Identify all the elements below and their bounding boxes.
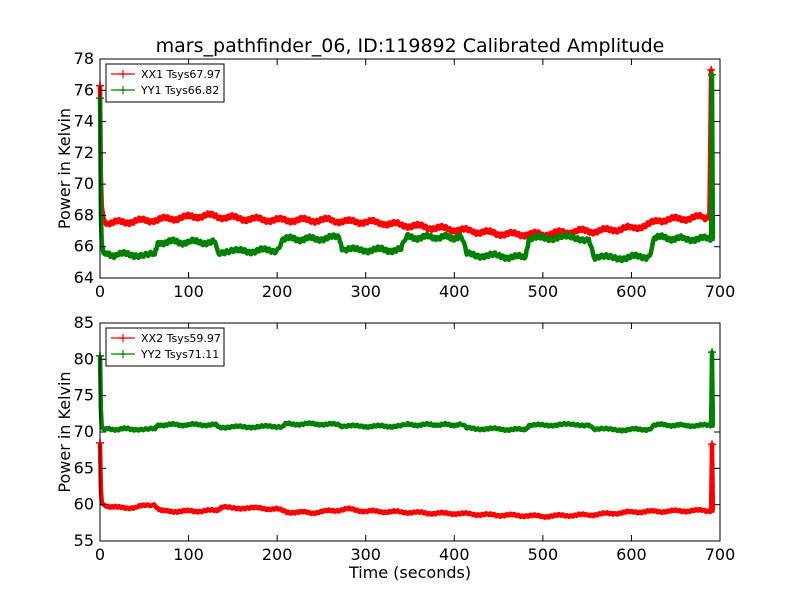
y-axis-title: Power in Kelvin xyxy=(55,108,74,229)
series-line-1 xyxy=(97,67,716,240)
y-tick-label: 68 xyxy=(74,205,94,224)
y-tick-label: 76 xyxy=(74,80,94,99)
x-tick-label: 300 xyxy=(350,282,381,301)
y-tick-label: 55 xyxy=(74,531,94,550)
legend-box xyxy=(105,63,225,103)
x-tick-label: 0 xyxy=(95,545,105,564)
y-tick-label: 74 xyxy=(74,112,94,131)
legend-label: XX1 Tsys67.97 xyxy=(141,68,221,81)
y-tick-label: 60 xyxy=(74,495,94,514)
legend-marker xyxy=(119,86,127,94)
bottom-plot: 0 100 200 300 400 500 600 700 55 60 65 70 75 80 85 Powe… xyxy=(55,313,735,564)
x-tick-label: 700 xyxy=(705,282,736,301)
top-plot: 0 100 200 300 400 500 600 700 64 66 68 70 72 74 76 78 Po… xyxy=(55,49,735,301)
legend-label: YY1 Tsys66.82 xyxy=(140,84,219,97)
x-tick-label: 100 xyxy=(173,545,204,564)
y-tick-label: 75 xyxy=(74,386,94,405)
y-tick-label: 70 xyxy=(74,422,94,441)
series-line-2 xyxy=(97,349,716,434)
data-point xyxy=(708,348,717,357)
x-tick-label: 600 xyxy=(616,282,647,301)
legend-box xyxy=(105,327,225,367)
legend-marker xyxy=(119,70,127,78)
x-tick-label: 0 xyxy=(95,282,105,301)
y-tick-label: 70 xyxy=(74,174,94,193)
y-tick-label: 65 xyxy=(74,458,94,477)
x-tick-label: 500 xyxy=(528,282,559,301)
y-tick-label: 80 xyxy=(74,349,94,368)
data-point xyxy=(708,440,717,449)
y-tick-label: 66 xyxy=(74,237,94,256)
y-tick-label: 64 xyxy=(74,268,94,287)
legend-marker xyxy=(119,334,127,342)
legend-marker xyxy=(119,350,127,358)
y-axis-title: Power in Kelvin xyxy=(55,371,74,492)
x-tick-label: 500 xyxy=(528,545,559,564)
x-tick-label: 400 xyxy=(439,545,470,564)
plot-frame xyxy=(99,58,721,279)
series-line-1 xyxy=(97,442,716,520)
x-tick-label: 400 xyxy=(439,282,470,301)
x-axis-title: Time (seconds) xyxy=(348,563,471,582)
legend-label: YY2 Tsys71.11 xyxy=(140,348,219,361)
series-line-2 xyxy=(97,72,716,264)
x-tick-label: 600 xyxy=(616,545,647,564)
x-tick-label: 700 xyxy=(705,545,736,564)
x-tick-label: 200 xyxy=(262,545,293,564)
legend-label: XX2 Tsys59.97 xyxy=(141,332,221,345)
x-tick-label: 200 xyxy=(262,282,293,301)
y-tick-label: 85 xyxy=(74,313,94,332)
x-tick-label: 100 xyxy=(173,282,204,301)
y-tick-label: 78 xyxy=(74,49,94,68)
data-point xyxy=(708,70,717,79)
figure-title: mars_pathfinder_06, ID:119892 Calibrated… xyxy=(156,35,665,57)
y-tick-label: 72 xyxy=(74,143,94,162)
x-tick-label: 300 xyxy=(350,545,381,564)
